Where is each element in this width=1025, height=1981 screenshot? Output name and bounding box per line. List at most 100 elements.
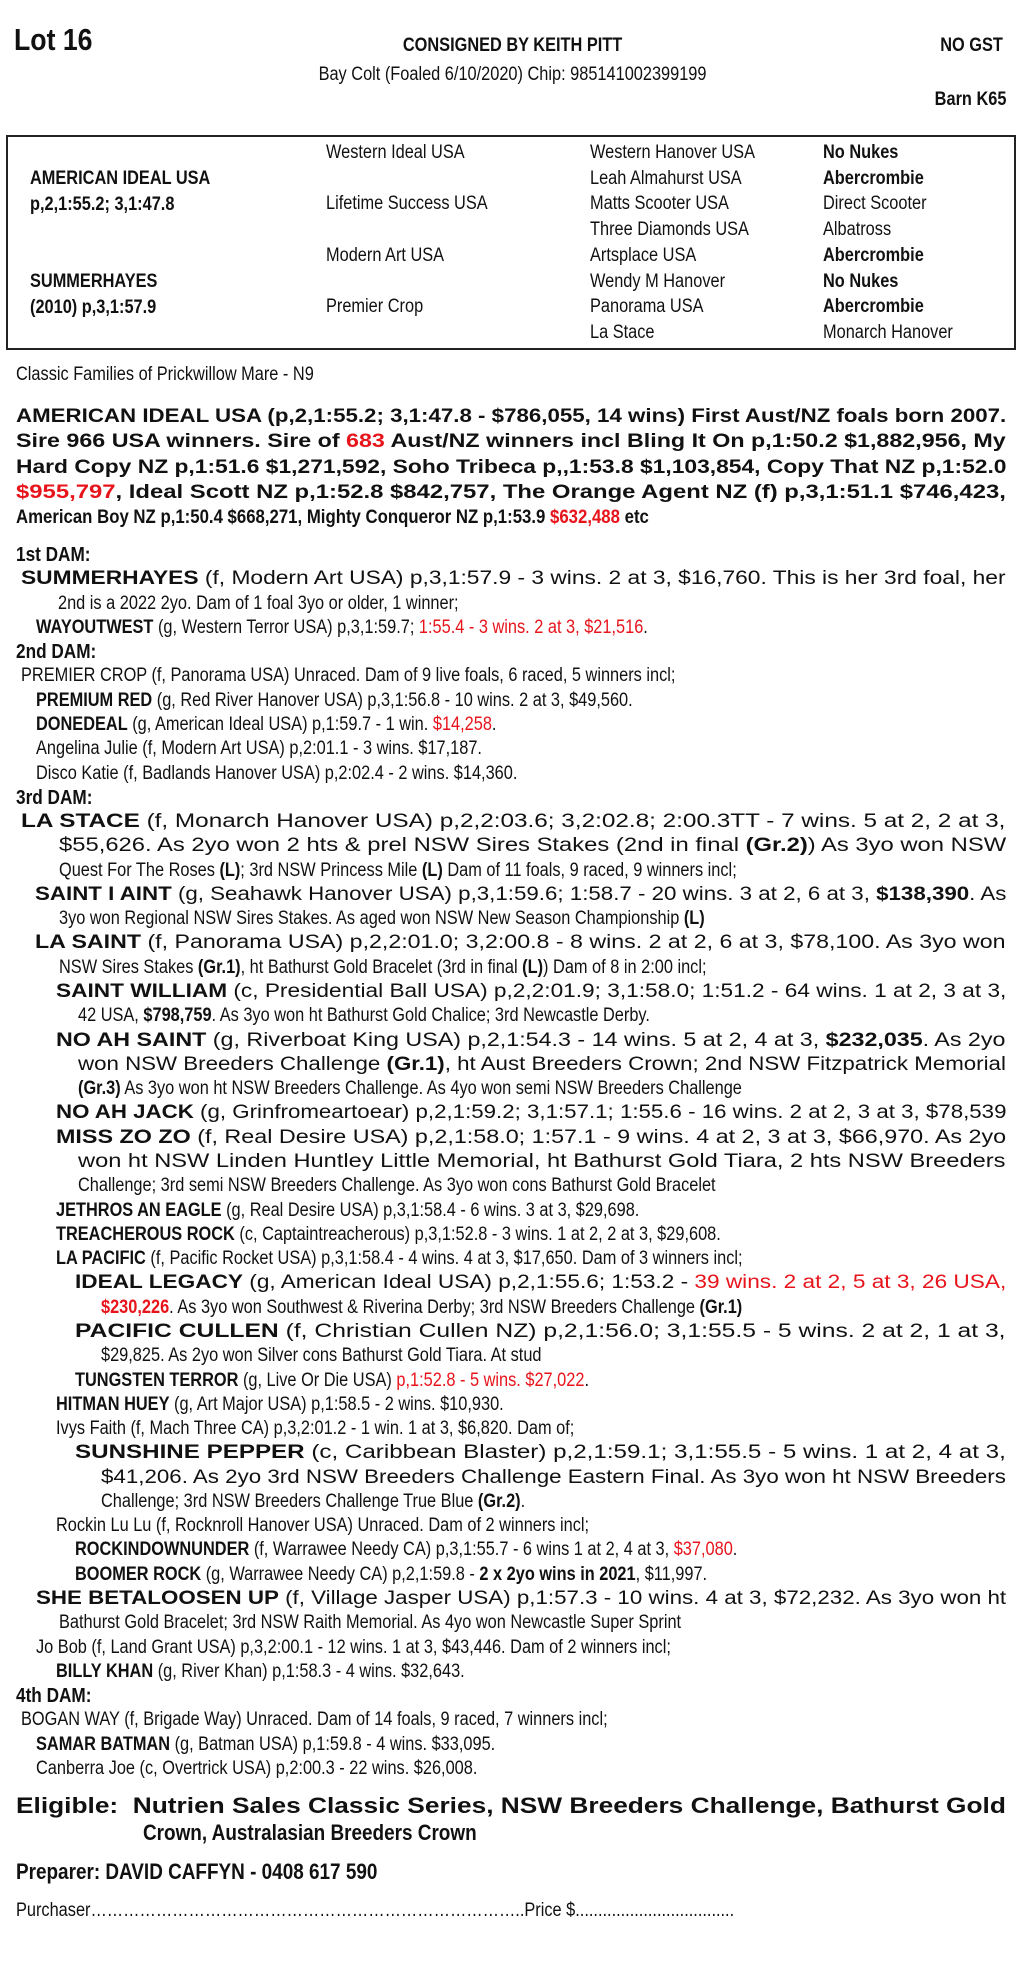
pedigree-line: SAMAR BATMAN (g, Batman USA) p,1:59.8 - …	[36, 1733, 1006, 1757]
pedigree-line: ROCKINDOWNUNDER (f, Warrawee Needy CA) p…	[75, 1538, 1006, 1562]
gst-status: NO GST	[930, 35, 1003, 57]
pedigree-line: TREACHEROUS ROCK (c, Captaintreacherous)…	[56, 1223, 1006, 1247]
bold-text: SUNSHINE PEPPER	[75, 1442, 305, 1464]
bold-text: (L)	[421, 859, 443, 881]
great-grandparent: Artsplace USA	[590, 244, 714, 268]
pedigree-line: LA SAINT (f, Panorama USA) p,2,2:01.0; 3…	[35, 931, 1006, 955]
text: NSW Sires Stakes	[59, 956, 198, 978]
text: (g, Real Desire USA) p,3,1:58.4 - 6 wins…	[221, 1199, 640, 1221]
text: 3yo won Regional NSW Sires Stakes. As ag…	[59, 908, 684, 930]
pedigree-line: LA PACIFIC (f, Pacific Rocket USA) p,3,1…	[56, 1247, 1006, 1271]
bold-text: $798,759	[143, 1005, 212, 1027]
grandparent: Lifetime Success USA	[326, 192, 514, 216]
bold-text: LA PACIFIC	[56, 1248, 146, 1270]
pedigree-line: 3yo won Regional NSW Sires Stakes. As ag…	[59, 907, 1006, 931]
text: (f, Christian Cullen NZ) p,2,1:56.0; 3,1…	[278, 1320, 1006, 1342]
text: (f, Real Desire USA) p,2,1:58.0; 1:57.1 …	[190, 1126, 1007, 1148]
bold-text: SAMAR BATMAN	[36, 1733, 171, 1755]
highlighted-text: $955,797	[16, 480, 116, 503]
section-heading: 1st DAM:	[16, 543, 1006, 567]
text: Disco Katie (f, Badlands Hanover USA) p,…	[36, 762, 518, 784]
bold-text: TREACHEROUS ROCK	[56, 1223, 235, 1245]
text: 2nd is a 2022 2yo. Dam of 1 foal 3yo or …	[58, 592, 459, 614]
text: $55,626. As 2yo won 2 hts & prel NSW Sir…	[59, 835, 746, 857]
pedigree-line: won ht NSW Linden Huntley Little Memoria…	[78, 1150, 1006, 1174]
pedigree-line: DONEDEAL (g, American Ideal USA) p,1:59.…	[36, 713, 1006, 737]
bold-text: 4th DAM:	[16, 1685, 92, 1708]
text: (g, Batman USA) p,1:59.8 - 4 wins. $33,0…	[170, 1733, 496, 1755]
pedigree-line: won NSW Breeders Challenge (Gr.1), ht Au…	[78, 1053, 1006, 1077]
highlighted-text: $230,226	[101, 1296, 170, 1318]
sire-notes-line: $955,797, Ideal Scott NZ p,1:52.8 $842,7…	[16, 480, 1006, 504]
text: (g, Riverboat King USA) p,2,1:54.3 - 14 …	[206, 1029, 826, 1051]
great-great-grandparent-text: Albatross	[823, 219, 892, 241]
bold-text: BILLY KHAN	[56, 1660, 154, 1682]
bold-text: (Gr.3)	[78, 1078, 121, 1100]
text: (f, Village Jasper USA) p,1:57.3 - 10 wi…	[278, 1588, 1007, 1610]
text: , Ideal Scott NZ p,1:52.8 $842,757, The …	[115, 480, 1006, 503]
pedigree-line: SUNSHINE PEPPER (c, Caribbean Blaster) p…	[75, 1441, 1006, 1465]
text: Hard Copy NZ p,1:51.6 $1,271,592, Soho T…	[16, 455, 1007, 478]
text: won ht NSW Linden Huntley Little Memoria…	[78, 1151, 1006, 1172]
great-grandparent-text: Three Diamonds USA	[590, 219, 749, 241]
great-grandparent-text: Artsplace USA	[590, 244, 697, 266]
great-great-grandparent-text: No Nukes	[823, 270, 899, 292]
pedigree-line: BOOMER ROCK (g, Warrawee Needy CA) p,2,1…	[75, 1563, 1006, 1587]
text: (g, Live Or Die USA)	[238, 1369, 397, 1391]
sire-record-text: p,2,1:55.2; 3,1:47.8	[30, 194, 175, 215]
pedigree-line: SAINT I AINT (g, Seahawk Hanover USA) p,…	[35, 883, 1006, 907]
bold-text: 2 x 2yo wins in 2021	[479, 1563, 636, 1585]
text: won NSW Breeders Challenge	[78, 1053, 387, 1075]
text: , ht Bathurst Gold Bracelet (3rd in fina…	[240, 956, 523, 978]
pedigree-line: PREMIER CROP (f, Panorama USA) Unraced. …	[21, 664, 1006, 688]
sire-notes-line: AMERICAN IDEAL USA (p,2,1:55.2; 3,1:47.8…	[16, 404, 1006, 428]
text: . As 3yo won Southwest & Riverina Derby;…	[169, 1296, 700, 1318]
bold-text: 2nd DAM:	[16, 641, 97, 664]
bold-text: 3rd DAM:	[16, 786, 93, 809]
text: (f, Pacific Rocket USA) p,3,1:58.4 - 4 w…	[145, 1248, 743, 1270]
bold-text: WAYOUTWEST	[36, 616, 154, 638]
pedigree-line: Quest For The Roses (L); 3rd NSW Princes…	[59, 859, 1006, 883]
pedigree-line: MISS ZO ZO (f, Real Desire USA) p,2,1:58…	[56, 1126, 1006, 1150]
text: (g, Western Terror USA) p,3,1:59.7;	[153, 616, 419, 638]
text: PREMIER CROP (f, Panorama USA) Unraced. …	[21, 665, 676, 687]
bold-text: SAINT I AINT	[35, 883, 172, 905]
grandparent-text: Lifetime Success USA	[326, 193, 488, 215]
text: Aust/NZ winners incl Bling It On p,1:50.…	[384, 430, 1006, 453]
grandparent: Modern Art USA	[326, 244, 463, 268]
bold-text: 1st DAM:	[16, 544, 91, 566]
pedigree-line: $230,226. As 3yo won Southwest & Riverin…	[101, 1296, 1006, 1320]
bold-text: $232,035	[825, 1029, 923, 1051]
great-grandparent: Wendy M Hanover	[590, 270, 747, 294]
great-great-grandparent: No Nukes	[823, 270, 911, 294]
bold-text: SAINT WILLIAM	[56, 981, 228, 1003]
pedigree-line: NO AH JACK (g, Grinfromeartoear) p,2,1:5…	[56, 1101, 1006, 1125]
sire-notes-line: Sire 966 USA winners. Sire of 683 Aust/N…	[16, 429, 1006, 453]
highlighted-text: $14,258	[432, 713, 492, 735]
great-great-grandparent: Albatross	[823, 218, 902, 242]
text: (c, Presidential Ball USA) p,2,2:01.9; 3…	[227, 981, 1007, 1003]
family-line: Classic Families of Prickwillow Mare - N…	[16, 364, 362, 386]
lot-number: Lot 16	[14, 22, 105, 58]
pedigree-line: SAINT WILLIAM (c, Presidential Ball USA)…	[56, 980, 1006, 1004]
highlighted-text: 39 wins. 2 at 2, 5 at 3, 26 USA,	[694, 1272, 1007, 1294]
grandparent-text: Premier Crop	[326, 296, 424, 318]
pedigree-line: LA STACE (f, Monarch Hanover USA) p,2,2:…	[21, 810, 1006, 834]
pedigree-line: NO AH SAINT (g, Riverboat King USA) p,2,…	[56, 1029, 1006, 1053]
text: , ht Aust Breeders Crown; 2nd NSW Fitzpa…	[444, 1053, 1006, 1075]
highlighted-text: $37,080	[673, 1539, 733, 1561]
text: . As	[969, 883, 1007, 905]
pedigree-line: HITMAN HUEY (g, Art Major USA) p,1:58.5 …	[56, 1393, 1006, 1417]
text: (f, Warrawee Needy CA) p,3,1:55.7 - 6 wi…	[249, 1539, 674, 1561]
great-grandparent: Western Hanover USA	[590, 141, 782, 165]
text: (g, Red River Hanover USA) p,3,1:56.8 - …	[152, 689, 633, 711]
text: 42 USA,	[78, 1005, 144, 1027]
bold-text: SUMMERHAYES	[21, 568, 199, 590]
great-great-grandparent-text: Abercrombie	[823, 296, 924, 318]
great-great-grandparent-text: No Nukes	[823, 142, 899, 163]
bold-text: (Gr.2)	[745, 835, 808, 857]
great-grandparent: Matts Scooter USA	[590, 192, 752, 216]
great-grandparent-text: Panorama USA	[590, 296, 704, 318]
sire-notes-line: American Boy NZ p,1:50.4 $668,271, Might…	[16, 505, 1006, 529]
horse-description: Bay Colt (Foaled 6/10/2020) Chip: 985141…	[0, 64, 1025, 86]
